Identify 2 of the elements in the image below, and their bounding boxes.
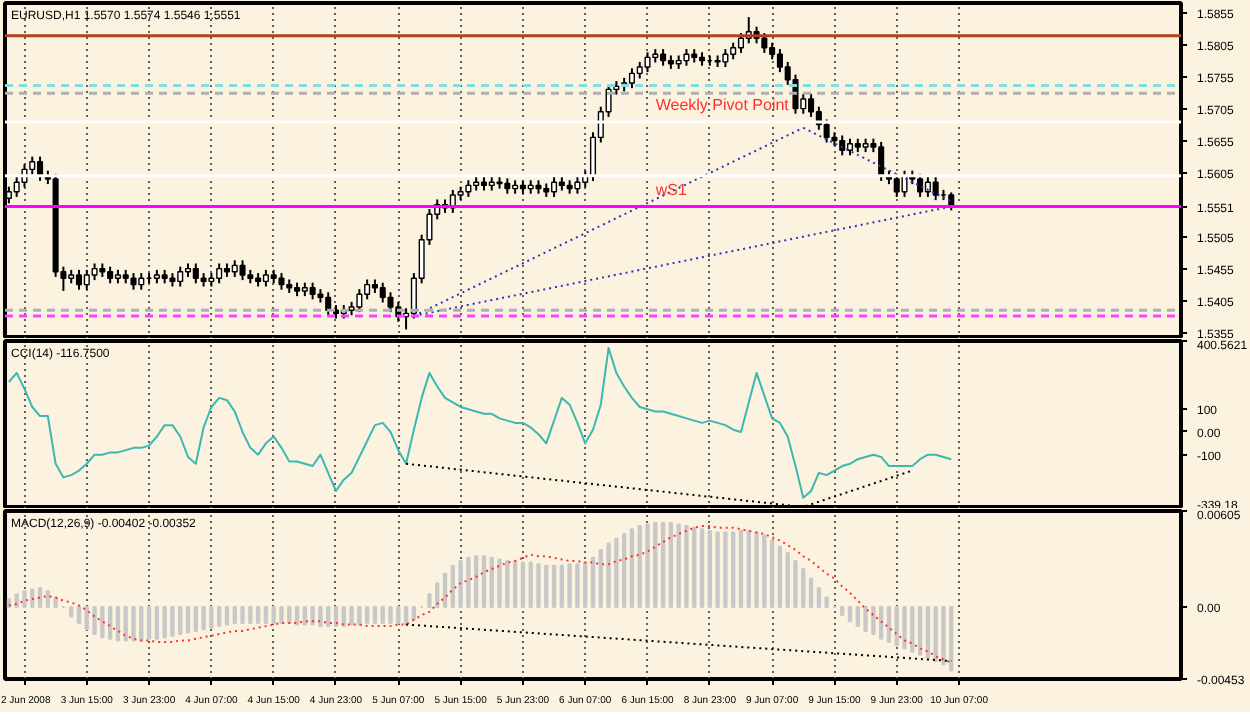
ref-line-label: Weekly Pivot Point [655, 96, 791, 115]
ref-line-label: wS1 [653, 180, 688, 199]
